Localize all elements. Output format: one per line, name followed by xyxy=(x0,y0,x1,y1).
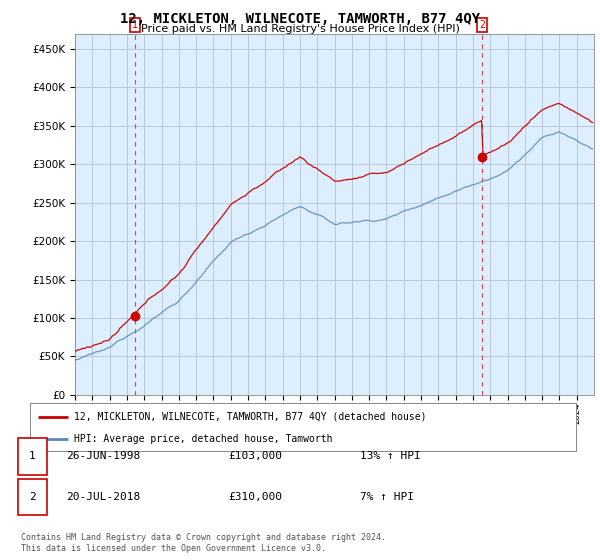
Text: Price paid vs. HM Land Registry's House Price Index (HPI): Price paid vs. HM Land Registry's House … xyxy=(140,24,460,34)
Text: 2: 2 xyxy=(479,20,485,30)
Text: 1: 1 xyxy=(132,20,138,30)
Text: Contains HM Land Registry data © Crown copyright and database right 2024.
This d: Contains HM Land Registry data © Crown c… xyxy=(21,533,386,553)
Text: 12, MICKLETON, WILNECOTE, TAMWORTH, B77 4QY: 12, MICKLETON, WILNECOTE, TAMWORTH, B77 … xyxy=(120,12,480,26)
Text: 20-JUL-2018: 20-JUL-2018 xyxy=(66,492,140,502)
Text: £310,000: £310,000 xyxy=(228,492,282,502)
Text: 2: 2 xyxy=(29,492,36,502)
Text: 12, MICKLETON, WILNECOTE, TAMWORTH, B77 4QY (detached house): 12, MICKLETON, WILNECOTE, TAMWORTH, B77 … xyxy=(74,412,426,422)
Text: 26-JUN-1998: 26-JUN-1998 xyxy=(66,451,140,461)
Text: 7% ↑ HPI: 7% ↑ HPI xyxy=(360,492,414,502)
Text: HPI: Average price, detached house, Tamworth: HPI: Average price, detached house, Tamw… xyxy=(74,434,332,444)
Text: 13% ↑ HPI: 13% ↑ HPI xyxy=(360,451,421,461)
Text: 1: 1 xyxy=(29,451,36,461)
Text: £103,000: £103,000 xyxy=(228,451,282,461)
